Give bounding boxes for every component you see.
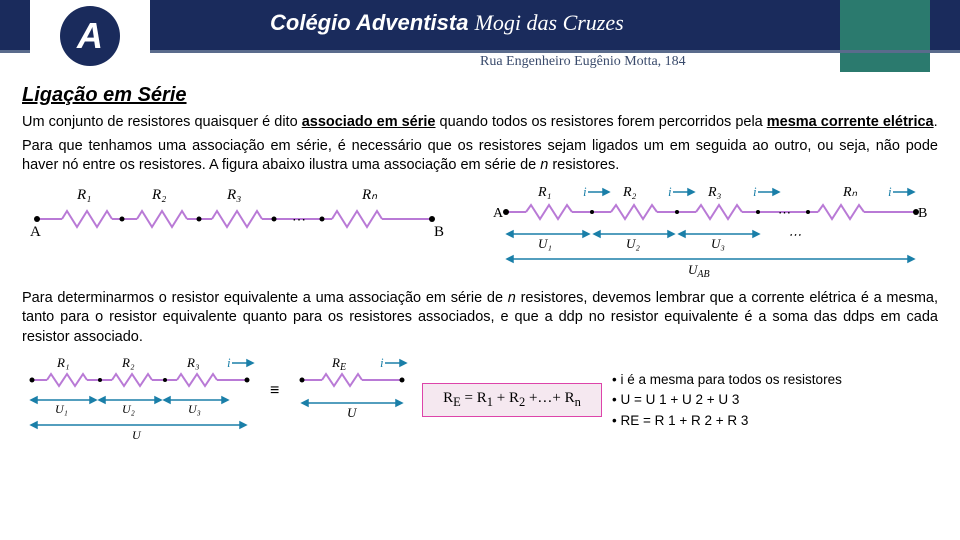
svg-text:Rₙ: Rₙ [361, 187, 378, 203]
svg-text:U₂: U₂ [626, 236, 640, 251]
logo-container: A [30, 0, 150, 72]
svg-text:R₂: R₂ [151, 187, 166, 203]
variable-n: n [508, 290, 516, 306]
svg-text:U₁: U₁ [538, 236, 552, 251]
svg-text:⋯: ⋯ [292, 211, 306, 227]
svg-text:RE: RE [331, 355, 346, 373]
school-name-suffix: Mogi das Cruzes [475, 10, 624, 35]
header-accent-stripe [840, 0, 930, 72]
content-area: Ligação em Série Um conjunto de resistor… [0, 72, 960, 445]
svg-text:i: i [668, 184, 672, 199]
svg-text:U₁: U₁ [55, 402, 68, 416]
emphasis-corrente: mesma corrente elétrica [767, 114, 934, 130]
svg-text:i: i [227, 355, 231, 370]
text: . [934, 114, 938, 130]
svg-text:i: i [753, 184, 757, 199]
text: Um conjunto de resistores quaisquer é di… [22, 114, 302, 130]
paragraph-1: Um conjunto de resistores quaisquer é di… [22, 113, 938, 133]
circuit-diagram-series-voltages: R₁ R₂ R₃ Rₙ A B i i i i [488, 184, 938, 279]
svg-text:UAB: UAB [688, 262, 710, 279]
svg-text:⋯: ⋯ [778, 205, 791, 220]
svg-text:i: i [380, 355, 384, 370]
svg-text:R₁: R₁ [537, 185, 551, 200]
svg-text:U: U [132, 428, 142, 442]
svg-text:A: A [493, 206, 504, 221]
svg-text:R₂: R₂ [121, 355, 135, 370]
text: quando todos os resistores forem percorr… [436, 114, 767, 130]
circuit-diagram-series-basic: R₁ R₂ R₃ Rₙ A B ⋯ [22, 184, 468, 244]
svg-text:R₁: R₁ [76, 187, 91, 203]
text: Para que tenhamos uma associação em séri… [22, 138, 938, 174]
svg-text:R₃: R₃ [226, 187, 241, 203]
school-name: Colégio Adventista Mogi das Cruzes [270, 10, 624, 36]
circuit-diagram-equivalent: R₁ R₂ R₃ i [22, 355, 412, 445]
emphasis-associado: associado em série [302, 114, 436, 130]
school-address: Rua Engenheiro Eugênio Motta, 184 [480, 54, 686, 70]
diagram-row-2: R₁ R₂ R₃ i [22, 355, 938, 445]
formula-text: RE = R1 + R2 +…+ Rn [443, 390, 581, 406]
svg-text:≡: ≡ [270, 382, 279, 399]
svg-text:R₂: R₂ [622, 185, 637, 200]
svg-text:B: B [918, 206, 927, 221]
svg-text:⋯: ⋯ [788, 227, 801, 242]
svg-text:A: A [30, 224, 41, 240]
diagram-row-1: R₁ R₂ R₃ Rₙ A B ⋯ [22, 184, 938, 279]
svg-text:i: i [583, 184, 587, 199]
bullet-2: • U = U 1 + U 2 + U 3 [612, 390, 938, 410]
svg-text:U₂: U₂ [122, 402, 135, 416]
svg-text:U₃: U₃ [188, 402, 201, 416]
svg-text:i: i [888, 184, 892, 199]
page-header: A Colégio Adventista Mogi das Cruzes Rua… [0, 0, 960, 72]
bullet-3: • RE = R 1 + R 2 + R 3 [612, 411, 938, 431]
school-name-prefix: Colégio Adventista [270, 10, 468, 35]
svg-text:R₁: R₁ [56, 355, 69, 370]
svg-text:Rₙ: Rₙ [842, 185, 858, 200]
text: Para determinarmos o resistor equivalent… [22, 290, 508, 306]
svg-text:U₃: U₃ [711, 236, 725, 251]
svg-text:R₃: R₃ [186, 355, 199, 370]
summary-bullets: • i é a mesma para todos os resistores •… [612, 370, 938, 431]
text: resistores. [548, 157, 619, 173]
svg-text:U: U [347, 405, 358, 420]
svg-text:B: B [434, 224, 444, 240]
svg-text:R₃: R₃ [707, 185, 722, 200]
bullet-1: • i é a mesma para todos os resistores [612, 370, 938, 390]
formula-equivalent-resistance: RE = R1 + R2 +…+ Rn [422, 383, 602, 417]
paragraph-2: Para que tenhamos uma associação em séri… [22, 137, 938, 176]
logo-icon: A [60, 6, 120, 66]
paragraph-3: Para determinarmos o resistor equivalent… [22, 289, 938, 348]
section-title: Ligação em Série [22, 84, 938, 107]
